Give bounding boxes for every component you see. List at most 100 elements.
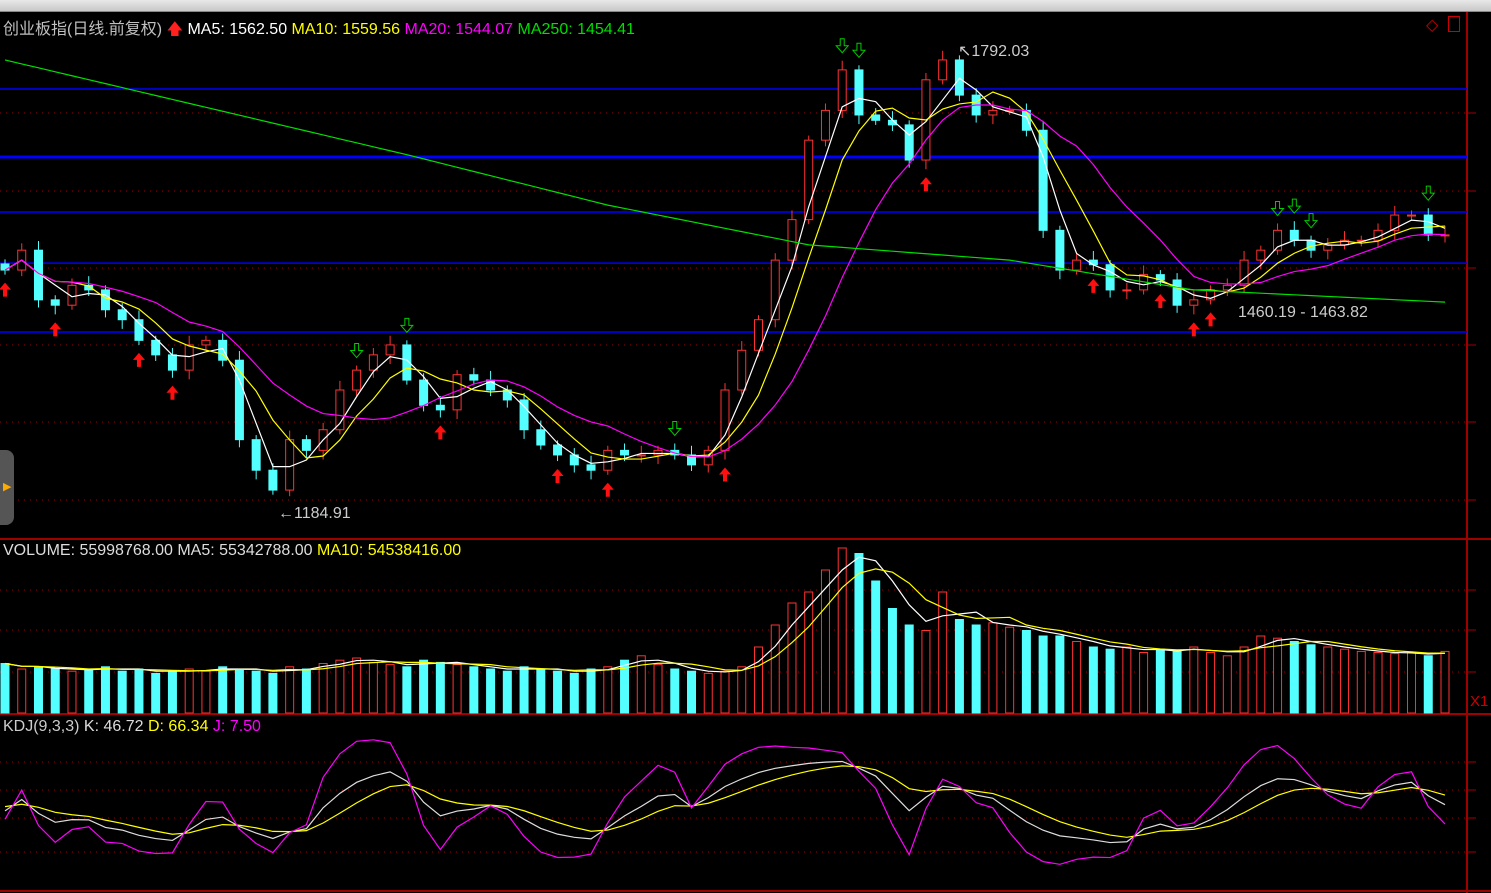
candle-down <box>251 439 261 471</box>
candle-down <box>553 444 563 456</box>
volume-bar <box>134 668 144 714</box>
sell-arrow-icon <box>1303 213 1319 229</box>
candle-up <box>352 369 362 391</box>
volume-bar <box>1189 646 1199 714</box>
volume-bar <box>1055 635 1065 714</box>
candle-up <box>184 344 194 371</box>
candle-up <box>938 59 948 81</box>
candle-down <box>854 69 864 116</box>
buy-arrow-icon <box>719 467 731 482</box>
candle-up <box>1273 229 1283 251</box>
volume-bar <box>1038 635 1048 714</box>
side-collapse-handle[interactable]: ▶ <box>0 450 14 525</box>
buy-arrow-icon <box>919 177 932 192</box>
candle-up <box>988 109 998 116</box>
kdj-k-line <box>4 760 1446 844</box>
volume-bar <box>1139 652 1149 714</box>
buy-arrow-icon <box>0 282 11 297</box>
candle-up <box>1122 289 1132 292</box>
volume-bar <box>184 668 194 714</box>
volume-bar <box>234 668 244 714</box>
volume-bar <box>1356 650 1366 714</box>
volume-bar <box>904 624 914 714</box>
candle-down <box>402 344 412 381</box>
volume-bar <box>519 666 529 714</box>
candle-down <box>84 284 94 291</box>
volume-bar <box>586 668 596 714</box>
candle-down <box>519 399 529 431</box>
buy-arrow-icon <box>1204 312 1217 327</box>
volume-bar <box>720 670 730 714</box>
panel-toggle-icon[interactable] <box>1448 16 1460 32</box>
candle-down <box>904 124 914 161</box>
volume-ma10-line <box>4 568 1445 672</box>
buy-arrow-icon <box>1154 294 1167 309</box>
volume-bar <box>33 666 43 714</box>
volume-bar <box>352 657 362 714</box>
candle-down <box>687 454 697 466</box>
volume-bar <box>301 668 311 714</box>
volume-bar <box>1423 655 1433 714</box>
buy-arrow-icon <box>1087 278 1100 293</box>
candle-up <box>201 339 211 346</box>
volume-bar <box>804 591 814 714</box>
volume-bar <box>117 670 127 714</box>
sell-arrow-icon <box>399 317 414 334</box>
candle-up <box>1189 299 1199 306</box>
sell-arrow-icon <box>667 420 682 437</box>
volume-bar <box>603 666 613 714</box>
kdj-j-line <box>4 739 1446 865</box>
volume-bar <box>201 670 211 714</box>
sell-arrow-icon <box>1421 185 1436 201</box>
candle-up <box>804 139 814 221</box>
up-arrow-icon: 🡅 <box>166 21 184 38</box>
kdj-k-label: K: 46.72 <box>83 718 144 735</box>
diamond-icon[interactable]: ◇ <box>1426 17 1439 34</box>
volume-bar <box>17 668 27 714</box>
sell-arrow-icon <box>835 38 850 54</box>
volume-bar <box>0 663 10 714</box>
candle-down <box>954 59 964 96</box>
high-value: 1792.03 <box>971 43 1030 60</box>
candle-down <box>134 319 144 341</box>
volume-bar <box>753 646 763 714</box>
volume-bar <box>1390 653 1400 714</box>
candle-up <box>335 389 345 431</box>
volume-bar <box>1239 646 1249 714</box>
volume-bar <box>737 666 747 714</box>
candle-down <box>117 309 127 321</box>
volume-bar <box>218 666 228 714</box>
kdj-legend: KDJ(9,3,3) K: 46.72 D: 66.34 J: 7.50 <box>3 718 261 736</box>
sell-arrow-icon <box>349 343 364 359</box>
volume-bar <box>268 672 278 714</box>
ma20-label: MA20: 1544.07 <box>404 21 514 38</box>
sell-arrow-icon <box>851 42 867 59</box>
volume-bar <box>385 664 395 714</box>
kdj-d-label: D: 66.34 <box>147 718 209 735</box>
candle-up <box>653 449 663 456</box>
candle-up <box>1256 249 1266 261</box>
kdj-d-line <box>4 765 1446 838</box>
candle-down <box>218 339 228 361</box>
candle-down <box>435 404 445 411</box>
volume-bar <box>871 580 881 714</box>
candle-up <box>770 259 780 321</box>
price-legend: 创业板指(日线.前复权) 🡅 MA5: 1562.50 MA10: 1559.5… <box>3 15 635 45</box>
volume-bar <box>167 670 177 714</box>
candle-down <box>301 439 311 451</box>
volume-bar <box>787 602 797 714</box>
volume-bar <box>1340 648 1350 714</box>
candle-down <box>1055 229 1065 271</box>
volume-scale-label: X1 <box>1470 693 1489 710</box>
volume-bar <box>971 624 981 714</box>
candle-up <box>753 319 763 351</box>
candle-down <box>871 114 881 121</box>
buy-arrow-icon <box>601 482 614 497</box>
volume-bar <box>1105 648 1115 714</box>
volume-bar <box>251 670 261 714</box>
buy-arrow-icon <box>132 352 145 367</box>
candle-down <box>1021 109 1031 131</box>
volume-bar <box>469 666 479 714</box>
candle-down <box>151 339 161 356</box>
